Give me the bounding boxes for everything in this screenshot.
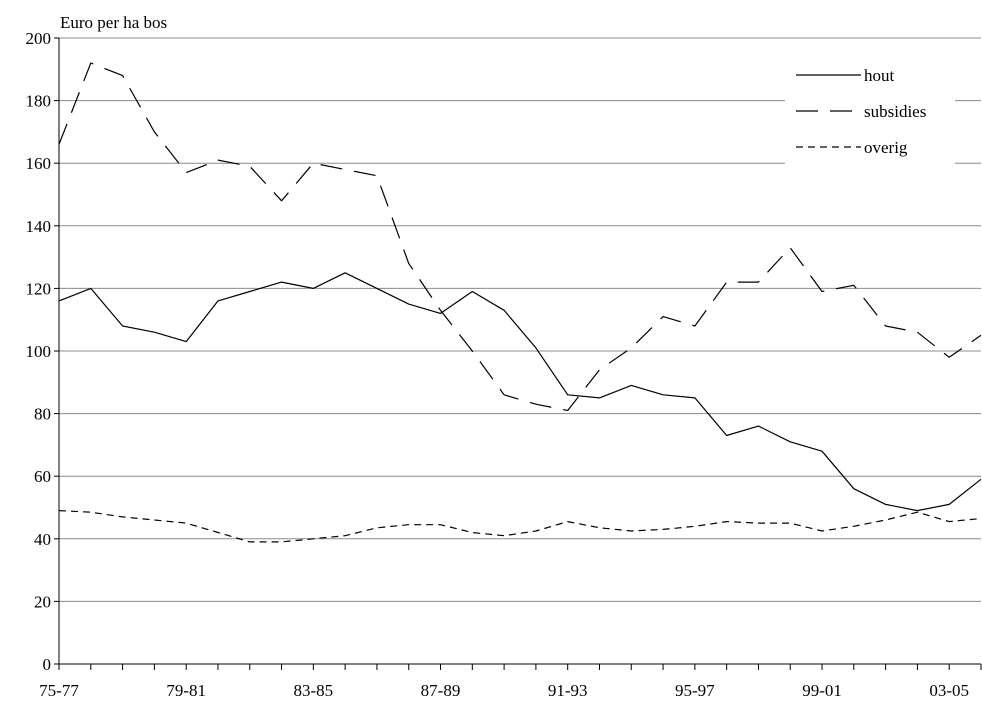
x-tick-label: 79-81 xyxy=(166,681,206,700)
x-tick-label: 03-05 xyxy=(929,681,969,700)
x-tick-label: 99-01 xyxy=(802,681,842,700)
x-axis-ticks: 75-77 79-81 83-85 87-89 91-93 95-97 99-01 03-05 xyxy=(39,664,981,700)
series-line-overig xyxy=(59,511,981,542)
y-tick-label: 200 xyxy=(26,29,52,48)
x-tick-label: 87-89 xyxy=(421,681,461,700)
x-tick-label: 91-93 xyxy=(548,681,588,700)
x-tick-label: 83-85 xyxy=(294,681,334,700)
legend-label-hout: hout xyxy=(864,66,895,85)
y-tick-label: 160 xyxy=(26,154,52,173)
legend-label-overig: overig xyxy=(864,138,908,157)
y-tick-label: 60 xyxy=(34,467,51,486)
y-tick-label: 0 xyxy=(43,655,52,674)
y-tick-label: 100 xyxy=(26,342,52,361)
y-tick-label: 180 xyxy=(26,92,52,111)
y-tick-label: 120 xyxy=(26,279,52,298)
x-tick-label: 75-77 xyxy=(39,681,79,700)
y-axis-title: Euro per ha bos xyxy=(60,13,167,32)
series-line-hout xyxy=(59,273,981,511)
y-tick-label: 80 xyxy=(34,405,51,424)
legend-label-subsidies: subsidies xyxy=(864,102,926,121)
y-axis-ticks: 0 20 40 60 80 100 120 140 160 180 200 xyxy=(26,29,60,674)
y-tick-label: 20 xyxy=(34,592,51,611)
x-tick-label: 95-97 xyxy=(675,681,715,700)
y-tick-label: 140 xyxy=(26,217,52,236)
y-tick-label: 40 xyxy=(34,530,51,549)
legend: hout subsidies overig xyxy=(785,54,955,164)
